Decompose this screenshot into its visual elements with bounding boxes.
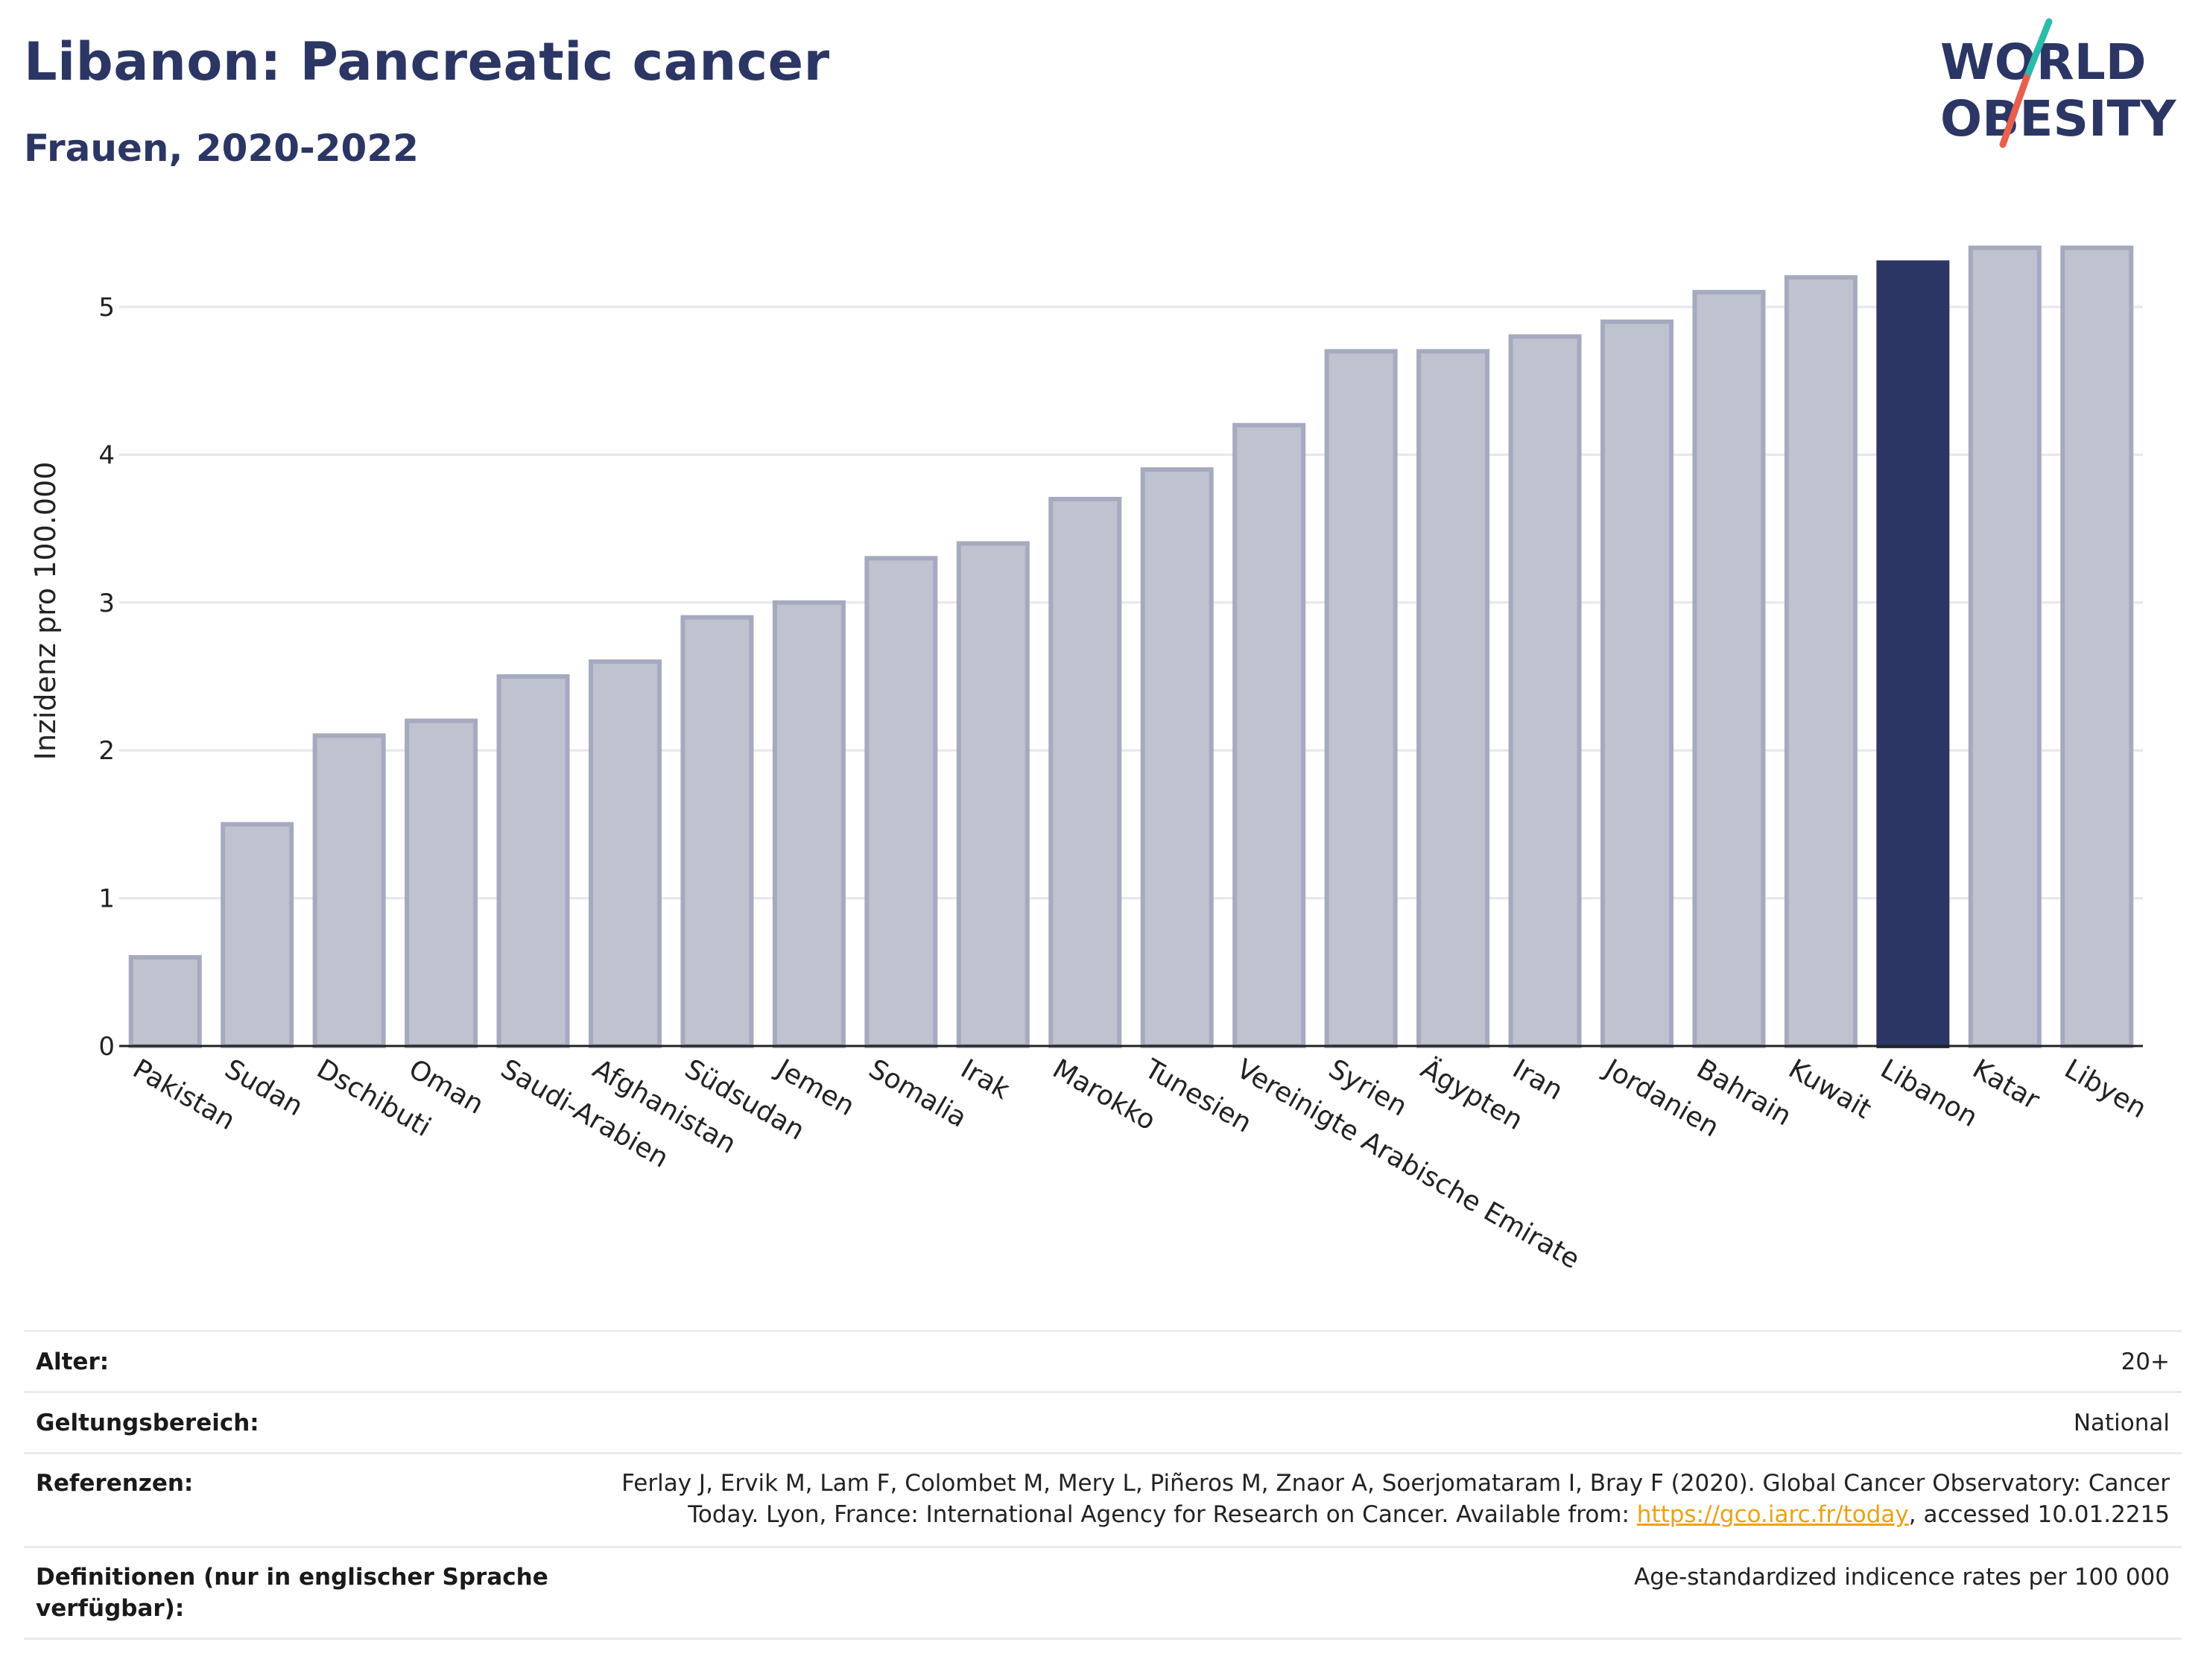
bar xyxy=(1232,422,1306,1048)
bar xyxy=(128,954,202,1048)
bar xyxy=(589,659,662,1048)
world-obesity-logo: WORLD OBESITY xyxy=(1940,18,2177,148)
bar xyxy=(405,718,478,1049)
references-value: Ferlay J, Ervik M, Lam F, Colombet M, Me… xyxy=(572,1468,2170,1546)
bar xyxy=(680,615,754,1048)
x-tick-label: Libanon xyxy=(1875,1053,1983,1133)
references-line-2-pre: Today. Lyon, France: International Agenc… xyxy=(688,1501,1637,1528)
y-tick-label: 0 xyxy=(98,1032,115,1062)
bar-highlighted xyxy=(1876,260,1950,1049)
bar xyxy=(221,822,294,1049)
scope-label: Geltungsbereich: xyxy=(36,1409,259,1436)
x-tick-label: Ägypten xyxy=(1416,1053,1529,1136)
bar xyxy=(1968,245,2042,1048)
x-tick-label: Iran xyxy=(1507,1053,1568,1106)
bar xyxy=(1508,334,1582,1048)
logo-slash-bottom xyxy=(1999,74,2030,148)
definitions-value: Age-standardized indicence rates per 100… xyxy=(1634,1564,2170,1591)
definitions-label: Definitionen (nur in englischer Sprache … xyxy=(36,1564,548,1622)
y-axis-label: Inzidenz pro 100.000 xyxy=(29,462,62,761)
scope-value: National xyxy=(2073,1409,2170,1436)
info-row-references: Referenzen: Ferlay J, Ervik M, Lam F, Co… xyxy=(24,1452,2182,1546)
x-tick-label: Irak xyxy=(955,1053,1015,1106)
bar xyxy=(2060,245,2134,1048)
age-label: Alter: xyxy=(36,1348,110,1375)
references-line-2-post: , accessed 10.01.2215 xyxy=(1908,1501,2170,1528)
x-tick-label: Kuwait xyxy=(1783,1053,1876,1125)
y-tick-label: 1 xyxy=(98,884,115,914)
bar xyxy=(1600,319,1673,1048)
bar xyxy=(864,556,938,1048)
bars xyxy=(128,245,2134,1049)
bar xyxy=(956,541,1030,1048)
references-link[interactable]: https://gco.iarc.fr/today xyxy=(1636,1501,1909,1528)
bar xyxy=(1140,467,1214,1048)
x-tick-label: Somalia xyxy=(864,1053,972,1134)
info-row-definitions: Definitionen (nur in englischer Sprache … xyxy=(24,1546,2182,1640)
bar xyxy=(1324,349,1398,1048)
chart-title: Libanon: Pancreatic cancer xyxy=(24,31,830,92)
logo-slash-top xyxy=(2023,18,2053,81)
chart-subtitle: Frauen, 2020-2022 xyxy=(24,127,419,170)
info-row-age: Alter: 20+ xyxy=(24,1330,2182,1391)
age-value: 20+ xyxy=(2121,1348,2170,1375)
bar xyxy=(1048,496,1122,1048)
logo-line-obesity: OBESITY xyxy=(1940,90,2177,148)
bar xyxy=(496,674,570,1048)
references-label: Referenzen: xyxy=(36,1470,194,1497)
info-row-scope: Geltungsbereich: National xyxy=(24,1391,2182,1452)
bar xyxy=(1416,349,1490,1048)
references-line-1: Ferlay J, Ervik M, Lam F, Colombet M, Me… xyxy=(621,1470,2170,1497)
y-tick-label: 2 xyxy=(98,736,115,766)
y-tick-label: 3 xyxy=(98,589,115,618)
y-tick-label: 5 xyxy=(98,293,115,323)
bar xyxy=(772,600,846,1048)
x-tick-label: Pakistan xyxy=(127,1053,240,1136)
x-tick-label: Marokko xyxy=(1048,1053,1161,1136)
bar xyxy=(312,733,386,1048)
info-table: Alter: 20+ Geltungsbereich: National Ref… xyxy=(24,1330,2182,1640)
y-tick-labels: 0 1 2 3 4 5 xyxy=(98,293,115,1062)
bar xyxy=(1692,290,1766,1049)
x-tick-label: Libyen xyxy=(2059,1053,2152,1124)
bar xyxy=(1784,275,1858,1049)
y-tick-label: 4 xyxy=(98,440,115,470)
